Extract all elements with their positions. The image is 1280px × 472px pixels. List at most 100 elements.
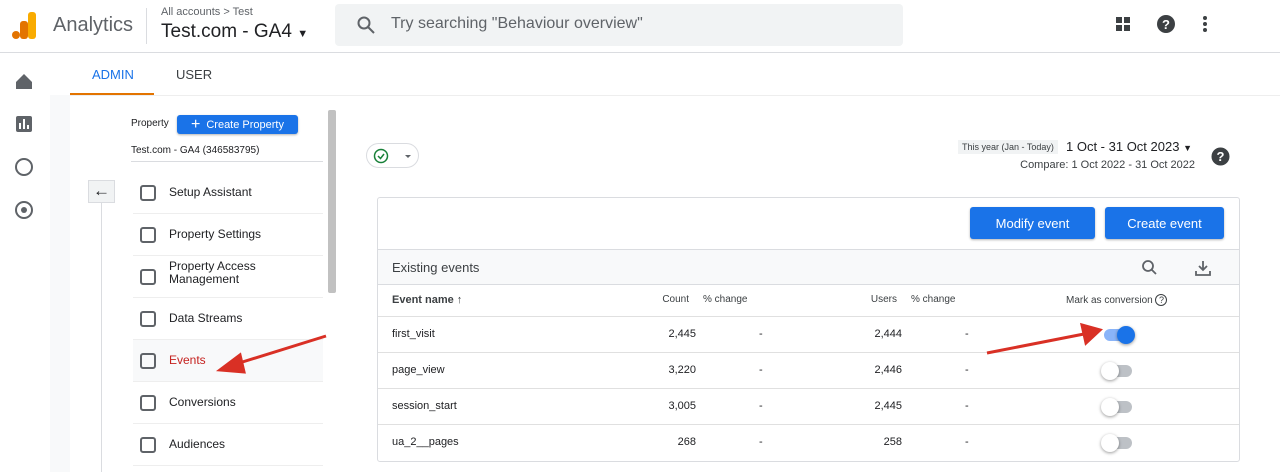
- property-selector[interactable]: Test.com - GA4 ▼: [161, 21, 309, 42]
- breadcrumb-item[interactable]: Test: [232, 6, 253, 18]
- nav-item[interactable]: Setup Assistant: [133, 172, 323, 214]
- count-change: -: [759, 400, 763, 412]
- divider: [131, 161, 323, 162]
- nav-item[interactable]: Property Access Management: [133, 256, 323, 298]
- nav-icon: [140, 311, 156, 327]
- nav-label[interactable]: Property Access Management: [169, 259, 256, 286]
- svg-text:?: ?: [1217, 149, 1225, 164]
- top-bar: Analytics All accounts > Test Test.com -…: [0, 0, 1280, 53]
- toggle-knob[interactable]: [1101, 398, 1119, 416]
- event-name[interactable]: page_view: [392, 364, 445, 376]
- date-range-text[interactable]: 1 Oct - 31 Oct 2023: [1066, 139, 1180, 154]
- property-id: Test.com - GA4 (346583795): [131, 145, 260, 156]
- conversion-toggle[interactable]: [1101, 362, 1132, 380]
- conversion-toggle[interactable]: [1101, 434, 1132, 452]
- property-name[interactable]: Test.com - GA4: [161, 21, 292, 42]
- toolbar-icons[interactable]: [1141, 259, 1221, 277]
- nav-label[interactable]: Property Settings: [169, 227, 262, 241]
- nav-item[interactable]: Events: [133, 340, 323, 382]
- search-icon: [357, 16, 375, 34]
- divider: [146, 8, 147, 44]
- toggle-knob[interactable]: [1117, 326, 1135, 344]
- users-change: -: [965, 436, 969, 448]
- back-button[interactable]: ←: [88, 180, 115, 203]
- conversion-header: Mark as conversion ?: [1066, 294, 1168, 306]
- nav-label[interactable]: Setup Assistant: [169, 185, 252, 199]
- breadcrumb-item[interactable]: All accounts: [161, 6, 221, 18]
- check-icon: [373, 148, 411, 164]
- date-preset[interactable]: This year (Jan - Today): [958, 140, 1058, 154]
- change-header: % change: [703, 294, 748, 305]
- nav-icon: [140, 227, 156, 243]
- button-label[interactable]: Create Property: [206, 118, 284, 131]
- event-name-header[interactable]: Event name ↑: [392, 294, 463, 306]
- nav-label[interactable]: Events: [169, 353, 206, 367]
- nav-item[interactable]: Audiences: [133, 424, 323, 466]
- users-change: -: [965, 328, 969, 340]
- tree-line: [101, 203, 102, 472]
- tab[interactable]: ADMIN: [92, 67, 134, 82]
- nav-item[interactable]: Property Settings: [133, 214, 323, 256]
- table-row: session_start 3,005 - 2,445 -: [378, 388, 1239, 424]
- create-event-button[interactable]: Create event: [1105, 207, 1224, 239]
- toggle-knob[interactable]: [1101, 362, 1119, 380]
- rail-icons[interactable]: [0, 53, 50, 233]
- event-name[interactable]: ua_2__pages: [392, 436, 459, 448]
- users-change: -: [965, 364, 969, 376]
- panel-label: Property: [131, 118, 169, 129]
- tab[interactable]: USER: [176, 67, 213, 82]
- table-title: Existing events: [392, 260, 480, 275]
- event-name[interactable]: first_visit: [392, 328, 435, 340]
- table-row: page_view 3,220 - 2,446 -: [378, 352, 1239, 388]
- toggle-knob[interactable]: [1101, 434, 1119, 452]
- count: 268: [677, 436, 696, 448]
- table-toolbar: Existing events: [378, 249, 1239, 285]
- users: 2,446: [874, 364, 902, 376]
- change-header: % change: [911, 294, 956, 305]
- divider: [70, 95, 1280, 96]
- tab-indicator: [70, 93, 154, 95]
- nav-item[interactable]: Conversions: [133, 382, 323, 424]
- nav-icon: [140, 185, 156, 201]
- nav-icon: [140, 269, 156, 285]
- nav-item[interactable]: Data Streams: [133, 298, 323, 340]
- count: 3,005: [668, 400, 696, 412]
- table-row: ua_2__pages 268 - 258 -: [378, 424, 1239, 460]
- conversion-toggle[interactable]: [1101, 398, 1132, 416]
- users-header: Users: [870, 294, 897, 305]
- count: 3,220: [668, 364, 696, 376]
- users: 2,444: [874, 328, 902, 340]
- breadcrumb[interactable]: All accounts > Test: [161, 6, 253, 18]
- modify-event-button[interactable]: Modify event: [970, 207, 1095, 239]
- date-range[interactable]: 1 Oct - 31 Oct 2023 ▼: [1066, 139, 1192, 154]
- create-property-button[interactable]: + Create Property: [177, 115, 298, 134]
- nav-label[interactable]: Conversions: [169, 395, 236, 409]
- logo: [12, 12, 36, 39]
- left-rail: [0, 53, 50, 472]
- event-name[interactable]: session_start: [392, 400, 457, 412]
- users: 2,445: [874, 400, 902, 412]
- info-icon[interactable]: ?: [1155, 294, 1168, 306]
- users: 258: [883, 436, 902, 448]
- compare-range: Compare: 1 Oct 2022 - 31 Oct 2022: [1020, 159, 1195, 171]
- count-change: -: [759, 328, 763, 340]
- search-box[interactable]: Try searching "Behaviour overview": [335, 4, 903, 46]
- count-change: -: [759, 436, 763, 448]
- nav-icon: [140, 353, 156, 369]
- nav-label[interactable]: Audiences: [169, 437, 226, 451]
- nav-label[interactable]: Data Streams: [169, 311, 243, 325]
- product-name: Analytics: [53, 14, 134, 36]
- filter-chip[interactable]: [366, 143, 419, 168]
- search-placeholder[interactable]: Try searching "Behaviour overview": [391, 15, 643, 32]
- nav-icon: [140, 395, 156, 411]
- svg-text:?: ?: [1162, 17, 1170, 32]
- count-change: -: [759, 364, 763, 376]
- sort-arrow[interactable]: ↑: [453, 294, 463, 306]
- conversion-toggle[interactable]: [1104, 326, 1135, 344]
- scrollbar: [328, 110, 336, 293]
- users-change: -: [965, 400, 969, 412]
- gutter: [50, 95, 70, 472]
- header-icons[interactable]: ?: [1115, 15, 1215, 37]
- help-icon[interactable]: ?: [1211, 147, 1230, 166]
